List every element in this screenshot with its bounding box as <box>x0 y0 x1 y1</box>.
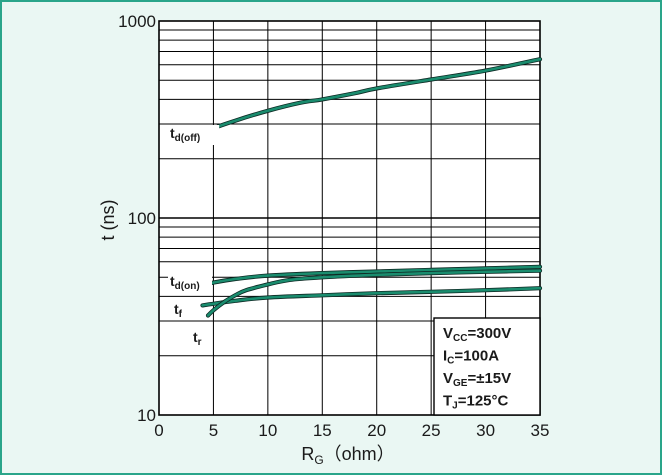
curve-r <box>206 269 542 317</box>
label-don-bg <box>168 273 212 293</box>
label-r: tr <box>193 329 202 348</box>
grid <box>158 20 541 416</box>
x-tick-label: 5 <box>209 421 218 440</box>
curve-don <box>206 265 542 286</box>
x-tick-label: 25 <box>422 421 441 440</box>
y-axis-title: t (ns) <box>98 199 118 240</box>
axis-titles: RG（ohm） t (ns) <box>98 199 395 467</box>
condition-line: IC=100A <box>443 348 499 367</box>
y-tick-label: 10 <box>137 406 156 425</box>
label-f: tf <box>174 301 183 320</box>
curve-f <box>201 286 542 307</box>
plot-border <box>158 20 541 416</box>
y-tick-label: 1000 <box>118 12 156 31</box>
label-doff: td(off) <box>170 125 200 144</box>
tick-labels: 0 5 10 15 20 25 30 35 10 100 1000 <box>118 12 549 440</box>
test-conditions-box: VCC=300V IC=100A VGE=±15V TJ=125°C <box>433 317 541 416</box>
conditions-box <box>433 317 541 416</box>
curve-doff <box>206 57 542 135</box>
x-tick-label: 30 <box>476 421 495 440</box>
label-doff-bg <box>168 125 220 145</box>
condition-line: VGE=±15V <box>443 370 511 389</box>
x-tick-label: 20 <box>367 421 386 440</box>
condition-line: VCC=300V <box>443 325 511 344</box>
condition-line: TJ=125°C <box>443 393 509 412</box>
x-tick-label: 10 <box>258 421 277 440</box>
x-tick-label: 35 <box>531 421 550 440</box>
x-tick-label: 0 <box>154 421 163 440</box>
x-axis-title: RG（ohm） <box>301 444 394 467</box>
label-don: td(on) <box>170 273 200 292</box>
curves <box>200 57 543 318</box>
y-tick-label: 100 <box>128 209 156 228</box>
x-tick-label: 15 <box>313 421 332 440</box>
